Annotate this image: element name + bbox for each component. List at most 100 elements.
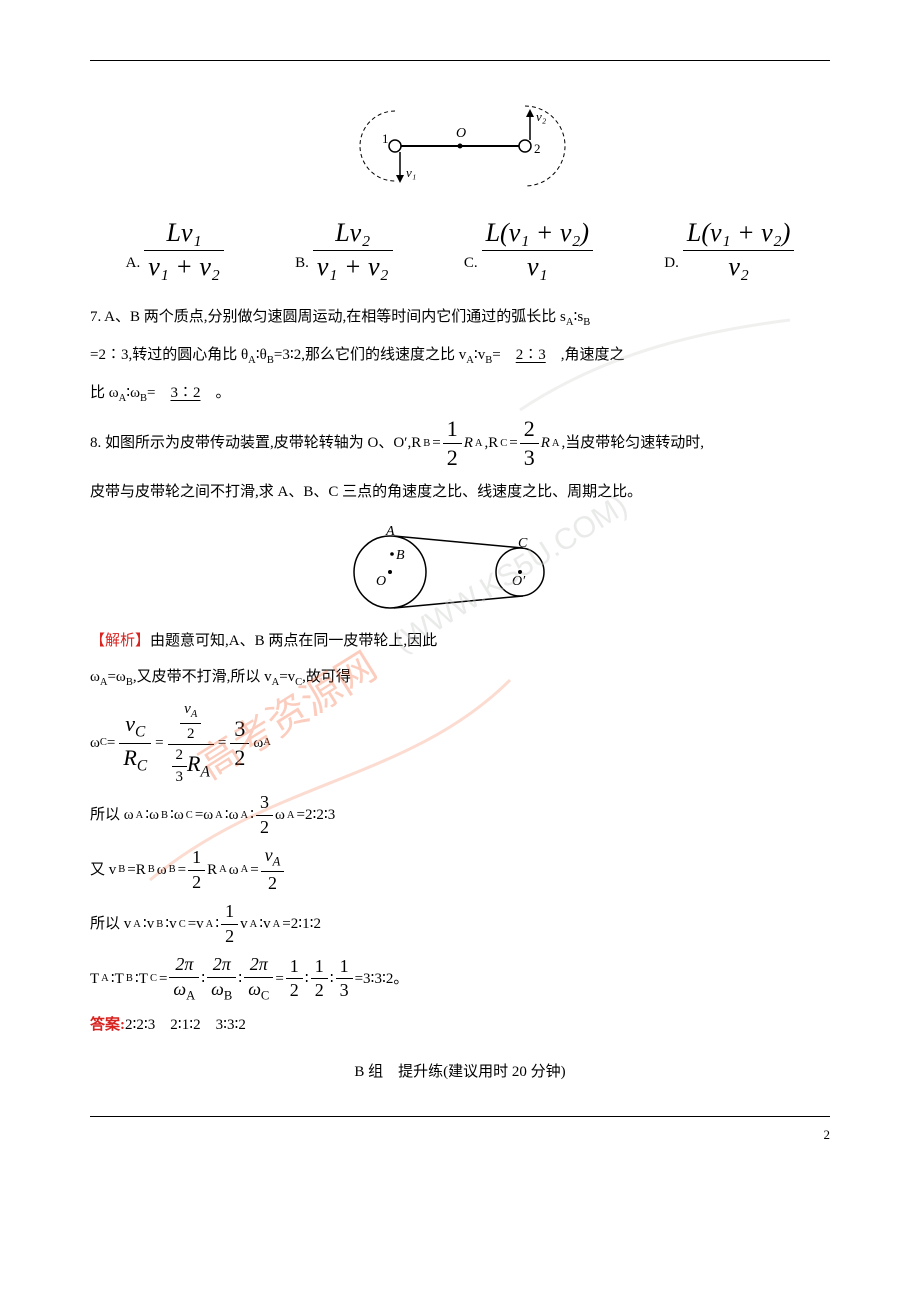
sol-Tf: =3∶3∶2。 xyxy=(355,965,409,994)
sol-Te: = xyxy=(275,965,283,994)
sol-vbd: = xyxy=(178,856,186,885)
q8-f2n: 2 xyxy=(520,417,539,441)
q8-RB: B xyxy=(423,434,430,454)
fig2-O: O xyxy=(376,574,386,589)
solution-head: 【解析】 xyxy=(90,633,150,649)
sol-vbf1d: 2 xyxy=(188,873,205,893)
option-a-label: A. xyxy=(126,249,141,282)
sol-Tc: ∶T xyxy=(135,965,148,994)
sol-so1d: =ω xyxy=(195,801,213,830)
sol-l2c: ,又皮带不打滑,所以 v xyxy=(133,669,272,685)
sol-so1fn: 3 xyxy=(256,793,273,813)
q8-eq2: = xyxy=(509,429,517,458)
q7-tA: A xyxy=(248,355,256,366)
option-b-num: Lv₂ xyxy=(331,219,374,248)
q8-RA2: R xyxy=(541,429,550,458)
q7-l2a: =2∶3,转过的圆心角比 θ xyxy=(90,347,248,363)
sol-so1e: ∶ω xyxy=(225,801,239,830)
option-c: C. L(v₁ + v₂) v₁ xyxy=(464,219,593,281)
solution-big-frac: ωC= vCRC = vA2 23RA = 32 ωA xyxy=(90,701,830,785)
fig2-Op: O′ xyxy=(512,574,526,589)
option-c-num: L(v₁ + v₂) xyxy=(482,219,593,248)
answer-label: 答案: xyxy=(90,1017,125,1033)
option-d-label: D. xyxy=(664,249,679,282)
sol-vbA: A xyxy=(219,860,227,880)
q8-comma: ,R xyxy=(484,429,498,458)
q7-ans2: 3∶2 xyxy=(170,385,200,401)
answer-text: 2∶2∶3 2∶1∶2 3∶3∶2 xyxy=(125,1017,246,1033)
solution-vb-line: 又 vB =RB ωB = 12 RA ωA = vA2 xyxy=(90,846,830,894)
group-b-heading: B 组 提升练(建议用时 20 分钟) xyxy=(90,1058,830,1087)
sol-Tg2d: 2 xyxy=(311,981,328,1001)
fig1-O-label: O xyxy=(456,126,466,141)
q7-colon3: ∶ xyxy=(474,347,478,363)
q8-eq1: = xyxy=(432,429,440,458)
sol-l1: 由题意可知,A、B 两点在同一皮带轮上,因此 xyxy=(150,633,437,649)
sol-Tg3n: 1 xyxy=(336,957,353,977)
fig2-A: A xyxy=(385,524,395,539)
option-b-label: B. xyxy=(295,249,309,282)
sol-l2B: B xyxy=(126,677,133,688)
q8-A2: A xyxy=(552,434,560,454)
q7-tB: B xyxy=(267,355,274,366)
option-b-den: v₁ + v₂ xyxy=(313,253,393,282)
option-a: A. Lv₁ v₁ + v₂ xyxy=(126,219,224,281)
sol-vbB: B xyxy=(118,860,125,880)
sol-Tg1d: 2 xyxy=(286,981,303,1001)
sol-vba: 又 v xyxy=(90,856,116,885)
option-c-den: v₁ xyxy=(523,253,552,282)
fig1-left-label: 1 xyxy=(382,131,389,146)
fig2-B: B xyxy=(396,548,405,563)
q8-RC: C xyxy=(500,434,507,454)
option-d: D. L(v₁ + v₂) v₂ xyxy=(664,219,794,281)
solution-t-ratio: TA ∶TB ∶TC = 2πωA ∶ 2πωB ∶ 2πωC = 12 ∶ 1… xyxy=(90,955,830,1003)
question-8-line1: 8. 如图所示为皮带传动装置,皮带轮转轴为 O、O′,RB= 12 RA,RC=… xyxy=(90,417,830,470)
solution-omega-ratio: 所以 ωA ∶ωB ∶ωC =ωA ∶ωA ∶ 32 ωA =2∶2∶3 xyxy=(90,793,830,838)
sol-so2f: v xyxy=(240,910,248,939)
solution-line1: 【解析】由题意可知,A、B 两点在同一皮带轮上,因此 xyxy=(90,627,830,656)
sol-so2fn: 1 xyxy=(221,902,238,922)
sol-Td: = xyxy=(159,965,167,994)
solution-line2: ωA=ωB,又皮带不打滑,所以 vA=vC,故可得 xyxy=(90,663,830,693)
question-8-line2: 皮带与皮带轮之间不打滑,求 A、B、C 三点的角速度之比、线速度之比、周期之比。 xyxy=(90,478,830,507)
page-number: 2 xyxy=(90,1116,830,1148)
sol-vbe: R xyxy=(207,856,217,885)
q7-sB: B xyxy=(583,317,590,328)
question-7-line3: 比 ωA∶ωB= 3∶2 。 xyxy=(90,379,830,409)
option-a-den: v₁ + v₂ xyxy=(144,253,224,282)
sol-so2h: =2∶1∶2 xyxy=(282,910,321,939)
fig1-v1-label: v₁ xyxy=(406,165,416,180)
option-c-label: C. xyxy=(464,249,478,282)
sol-vbf: ω xyxy=(229,856,239,885)
answer-line: 答案:2∶2∶3 2∶1∶2 3∶3∶2 xyxy=(90,1011,830,1040)
option-b: B. Lv₂ v₁ + v₂ xyxy=(295,219,392,281)
options-row: A. Lv₁ v₁ + v₂ B. Lv₂ v₁ + v₂ C. L(v₁ + … xyxy=(90,219,830,281)
question-7-line2: =2∶3,转过的圆心角比 θA∶θB=3∶2,那么它们的线速度之比 vA∶vB=… xyxy=(90,341,830,371)
q7-vA: A xyxy=(466,355,474,366)
solution-v-ratio: 所以 vA ∶vB ∶vC =vA ∶ 12 vA ∶vA =2∶1∶2 xyxy=(90,902,830,947)
sol-vbb: =R xyxy=(127,856,145,885)
page: 高考资源网 (WWW.KS5U.COM) O v₁ v₂ 1 2 A. Lv₁ xyxy=(90,60,830,1148)
sol-so2g: ∶v xyxy=(259,910,270,939)
sol-so2e: ∶ xyxy=(215,910,219,939)
sol-vbg: = xyxy=(250,856,258,885)
sol-so2fd: 2 xyxy=(221,927,238,947)
sol-so1f: ∶ xyxy=(250,801,254,830)
option-d-num: L(v₁ + v₂) xyxy=(683,219,794,248)
sol-l2a: ω xyxy=(90,669,100,685)
q8-pre: 8. 如图所示为皮带传动装置,皮带轮转轴为 O、O′,R xyxy=(90,429,421,458)
option-a-num: Lv₁ xyxy=(163,219,206,248)
sol-so1fd: 2 xyxy=(256,818,273,838)
q8-f1d: 2 xyxy=(443,446,462,470)
sol-Tg2n: 1 xyxy=(311,957,328,977)
sol-l2b: =ω xyxy=(107,669,125,685)
sol-so1b: ∶ω xyxy=(145,801,159,830)
q7-wB: B xyxy=(140,393,147,404)
q7-vB: B xyxy=(485,355,492,366)
sol-so1a: 所以 ω xyxy=(90,801,134,830)
sol-so2b: ∶v xyxy=(143,910,154,939)
q8-A: A xyxy=(475,434,483,454)
sol-l2e: ,故可得 xyxy=(302,669,351,685)
q7-ans1: 2∶3 xyxy=(516,347,546,363)
fig1-right-label: 2 xyxy=(534,141,541,156)
